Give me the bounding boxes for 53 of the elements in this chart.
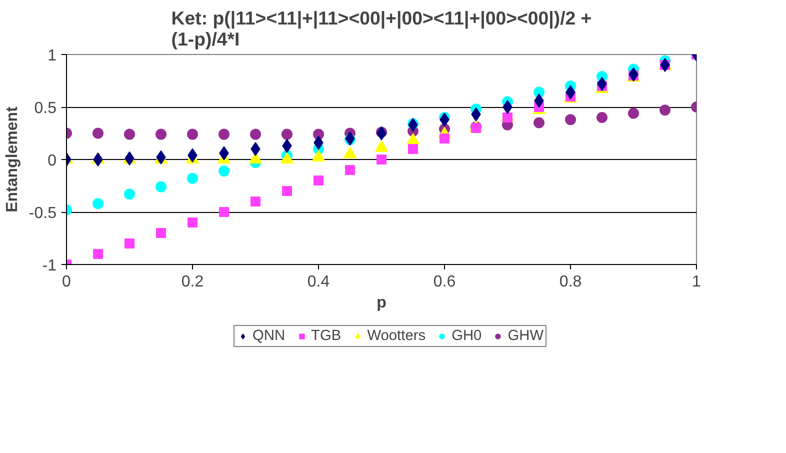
point (376, 154, 386, 164)
point (440, 134, 450, 144)
point (218, 128, 230, 140)
legend-label: QNN (252, 328, 286, 344)
point (93, 152, 103, 166)
point (345, 165, 355, 175)
point (250, 142, 260, 156)
point (502, 100, 512, 114)
x-tick-label: 0 (62, 274, 72, 290)
point (628, 108, 639, 119)
legend-label: TGB (311, 328, 342, 344)
chart-title: Ket: p(|11><11|+|11><00|+|00><11|+|00><00|)/2 + (1-p)/4*I (171, 8, 592, 50)
x-tick-label: 0.6 (433, 274, 456, 290)
y-tick-label: -1 (42, 258, 57, 274)
y-tick-label: -0.5 (28, 205, 57, 222)
x-tick-label: 0.2 (181, 274, 204, 290)
point (219, 207, 229, 217)
y-axis-title: Entanglement (4, 106, 21, 212)
point (93, 249, 103, 259)
point (660, 104, 670, 116)
x-tick-label: 0.4 (307, 274, 330, 290)
point (565, 114, 576, 126)
point (250, 128, 261, 140)
point (187, 172, 198, 184)
x-axis-title: p (376, 294, 387, 312)
point (188, 218, 198, 228)
point (596, 112, 608, 123)
point (314, 176, 324, 186)
y-tick-label: 1 (48, 48, 57, 64)
point (218, 166, 230, 177)
point (408, 144, 418, 154)
point (187, 128, 198, 140)
y-tick-label: 0.5 (34, 100, 57, 117)
point (124, 188, 135, 200)
y-tick-label: 0 (48, 152, 57, 170)
point (345, 132, 355, 146)
point (534, 117, 544, 128)
point (92, 198, 104, 210)
point (92, 128, 104, 139)
point (156, 228, 166, 238)
x-tick-label: 1 (692, 274, 702, 290)
legend-label: GHW (508, 328, 544, 344)
legend-label: Wootters (367, 328, 426, 344)
point (156, 128, 166, 140)
point (282, 128, 292, 140)
point (124, 128, 135, 140)
point (250, 196, 260, 206)
point (124, 238, 134, 248)
point (156, 181, 166, 192)
legend-label: GH0 (452, 328, 482, 344)
x-tick-label: 0.8 (559, 274, 582, 290)
point (282, 186, 292, 196)
point (502, 112, 512, 122)
